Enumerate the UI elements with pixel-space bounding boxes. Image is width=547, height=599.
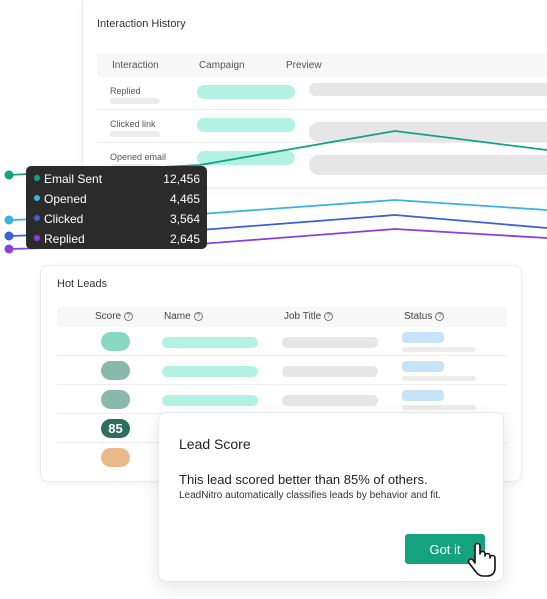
score-badge <box>101 390 130 409</box>
popup-headline: This lead scored better than 85% of othe… <box>179 472 428 487</box>
interaction-history-title: Interaction History <box>97 18 186 30</box>
popup-description: LeadNitro automatically classifies leads… <box>179 490 441 501</box>
name-placeholder <box>162 337 258 348</box>
column-status: Status ? <box>404 311 445 322</box>
table-row[interactable]: Replied <box>97 77 547 110</box>
series-point[interactable] <box>4 244 14 254</box>
interaction-label: Opened email <box>110 152 167 162</box>
help-icon[interactable]: ? <box>324 312 334 321</box>
interaction-history-card: Interaction History Interaction Campaign… <box>82 0 547 188</box>
interaction-table-header: Interaction Campaign Preview <box>97 53 547 77</box>
tooltip-item: Clicked 3,564 <box>26 208 207 228</box>
name-placeholder <box>162 395 258 406</box>
score-badge <box>101 361 130 380</box>
tooltip-item: Opened 4,465 <box>26 188 207 208</box>
chart-tooltip: Email Sent 12,456 Opened 4,465 Clicked 3,564 R… <box>26 166 207 249</box>
column-interaction: Interaction <box>112 60 159 71</box>
interaction-label: Replied <box>110 86 141 96</box>
preview-placeholder <box>309 83 547 96</box>
score-badge <box>101 332 130 351</box>
table-row[interactable] <box>57 385 507 414</box>
status-placeholder <box>402 332 444 343</box>
series-point[interactable] <box>4 215 14 225</box>
hot-leads-title: Hot Leads <box>57 278 108 290</box>
tooltip-series-value: 3,564 <box>169 212 200 226</box>
placeholder-bar <box>110 131 160 137</box>
placeholder-bar <box>110 98 160 104</box>
series-point[interactable] <box>4 170 14 180</box>
campaign-placeholder <box>197 85 295 99</box>
job-title-placeholder <box>282 337 378 348</box>
tooltip-series-name: Opened <box>44 192 87 206</box>
status-placeholder <box>402 361 444 372</box>
hot-leads-card: Hot Leads Score ? Name ? Job Title ? Sta… <box>40 265 522 482</box>
tooltip-series-value: 12,456 <box>163 172 200 186</box>
table-row[interactable]: Clicked link <box>97 110 547 143</box>
job-title-placeholder <box>282 366 378 377</box>
popup-title: Lead Score <box>179 436 251 452</box>
campaign-placeholder <box>197 151 295 165</box>
column-score: Score ? <box>95 311 134 322</box>
tooltip-series-name: Email Sent <box>44 172 103 186</box>
job-title-placeholder <box>282 395 378 406</box>
tooltip-series-value: 4,465 <box>169 192 200 206</box>
column-name: Name ? <box>164 311 203 322</box>
lead-score-popup: Lead Score This lead scored better than … <box>158 412 504 582</box>
table-row[interactable] <box>57 327 507 356</box>
legend-dot-icon <box>34 195 40 201</box>
pointer-cursor-icon <box>467 542 496 577</box>
tooltip-series-name: Clicked <box>44 212 84 226</box>
status-sub-placeholder <box>402 405 476 410</box>
table-row[interactable] <box>57 356 507 385</box>
help-icon[interactable]: ? <box>435 312 445 321</box>
tooltip-series-name: Replied <box>44 232 85 246</box>
hot-leads-table-header: Score ? Name ? Job Title ? Status ? <box>57 307 507 327</box>
tooltip-series-value: 2,645 <box>169 232 200 246</box>
help-icon[interactable]: ? <box>124 312 134 321</box>
column-status-label: Status <box>404 311 433 322</box>
status-placeholder <box>402 390 444 401</box>
column-job-title: Job Title ? <box>284 311 334 322</box>
column-preview: Preview <box>286 60 322 71</box>
campaign-placeholder <box>197 118 295 132</box>
series-point[interactable] <box>4 231 14 241</box>
legend-dot-icon <box>34 235 40 241</box>
status-sub-placeholder <box>402 347 476 352</box>
column-name-label: Name <box>164 311 191 322</box>
status-sub-placeholder <box>402 376 476 381</box>
tooltip-item: Replied 2,645 <box>26 228 207 248</box>
interaction-label: Clicked link <box>110 119 156 129</box>
help-icon[interactable]: ? <box>193 312 203 321</box>
legend-dot-icon <box>34 215 40 221</box>
name-placeholder <box>162 366 258 377</box>
score-badge <box>101 448 130 467</box>
preview-placeholder <box>309 122 547 142</box>
preview-placeholder <box>309 155 547 175</box>
legend-dot-icon <box>34 175 40 181</box>
score-badge[interactable]: 85 <box>101 419 130 438</box>
tooltip-item: Email Sent 12,456 <box>26 168 207 188</box>
column-score-label: Score <box>95 311 122 322</box>
column-job-title-label: Job Title <box>284 311 322 322</box>
column-campaign: Campaign <box>199 60 245 71</box>
